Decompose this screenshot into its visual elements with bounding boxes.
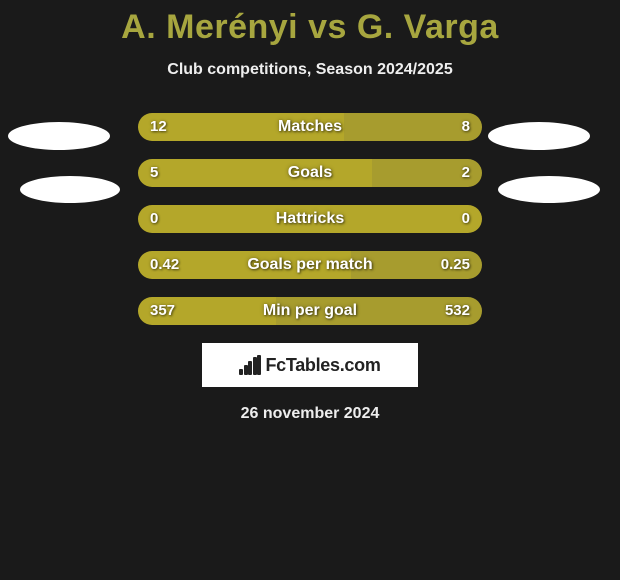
vs-text: vs xyxy=(298,8,357,46)
value-right: 532 xyxy=(445,297,470,325)
player-badge-ellipse xyxy=(488,122,590,150)
value-left: 357 xyxy=(150,297,175,325)
player2-name: G. Varga xyxy=(357,8,499,46)
fctables-logo: FcTables.com xyxy=(202,343,418,387)
player1-name: A. Merényi xyxy=(121,8,298,46)
bar-track xyxy=(138,159,482,187)
bar-left xyxy=(138,113,344,141)
bar-track xyxy=(138,205,482,233)
player-badge-ellipse xyxy=(8,122,110,150)
bar-track xyxy=(138,297,482,325)
value-left: 5 xyxy=(150,159,158,187)
page-title: A. Merényi vs G. Varga xyxy=(0,0,620,47)
stat-row: 0.420.25Goals per match xyxy=(0,251,620,279)
stat-row: 00Hattricks xyxy=(0,205,620,233)
value-right: 2 xyxy=(462,159,470,187)
player-badge-ellipse xyxy=(20,176,120,203)
bar-left xyxy=(138,205,482,233)
bar-track xyxy=(138,113,482,141)
subtitle: Club competitions, Season 2024/2025 xyxy=(0,61,620,79)
value-right: 0 xyxy=(462,205,470,233)
player-badge-ellipse xyxy=(498,176,600,203)
logo-text: FcTables.com xyxy=(265,355,380,376)
value-right: 8 xyxy=(462,113,470,141)
date-label: 26 november 2024 xyxy=(0,405,620,423)
bar-track xyxy=(138,251,482,279)
logo-bars-icon xyxy=(239,355,261,375)
value-left: 0 xyxy=(150,205,158,233)
bar-left xyxy=(138,159,372,187)
value-left: 12 xyxy=(150,113,167,141)
stat-row: 357532Min per goal xyxy=(0,297,620,325)
value-right: 0.25 xyxy=(441,251,470,279)
value-left: 0.42 xyxy=(150,251,179,279)
